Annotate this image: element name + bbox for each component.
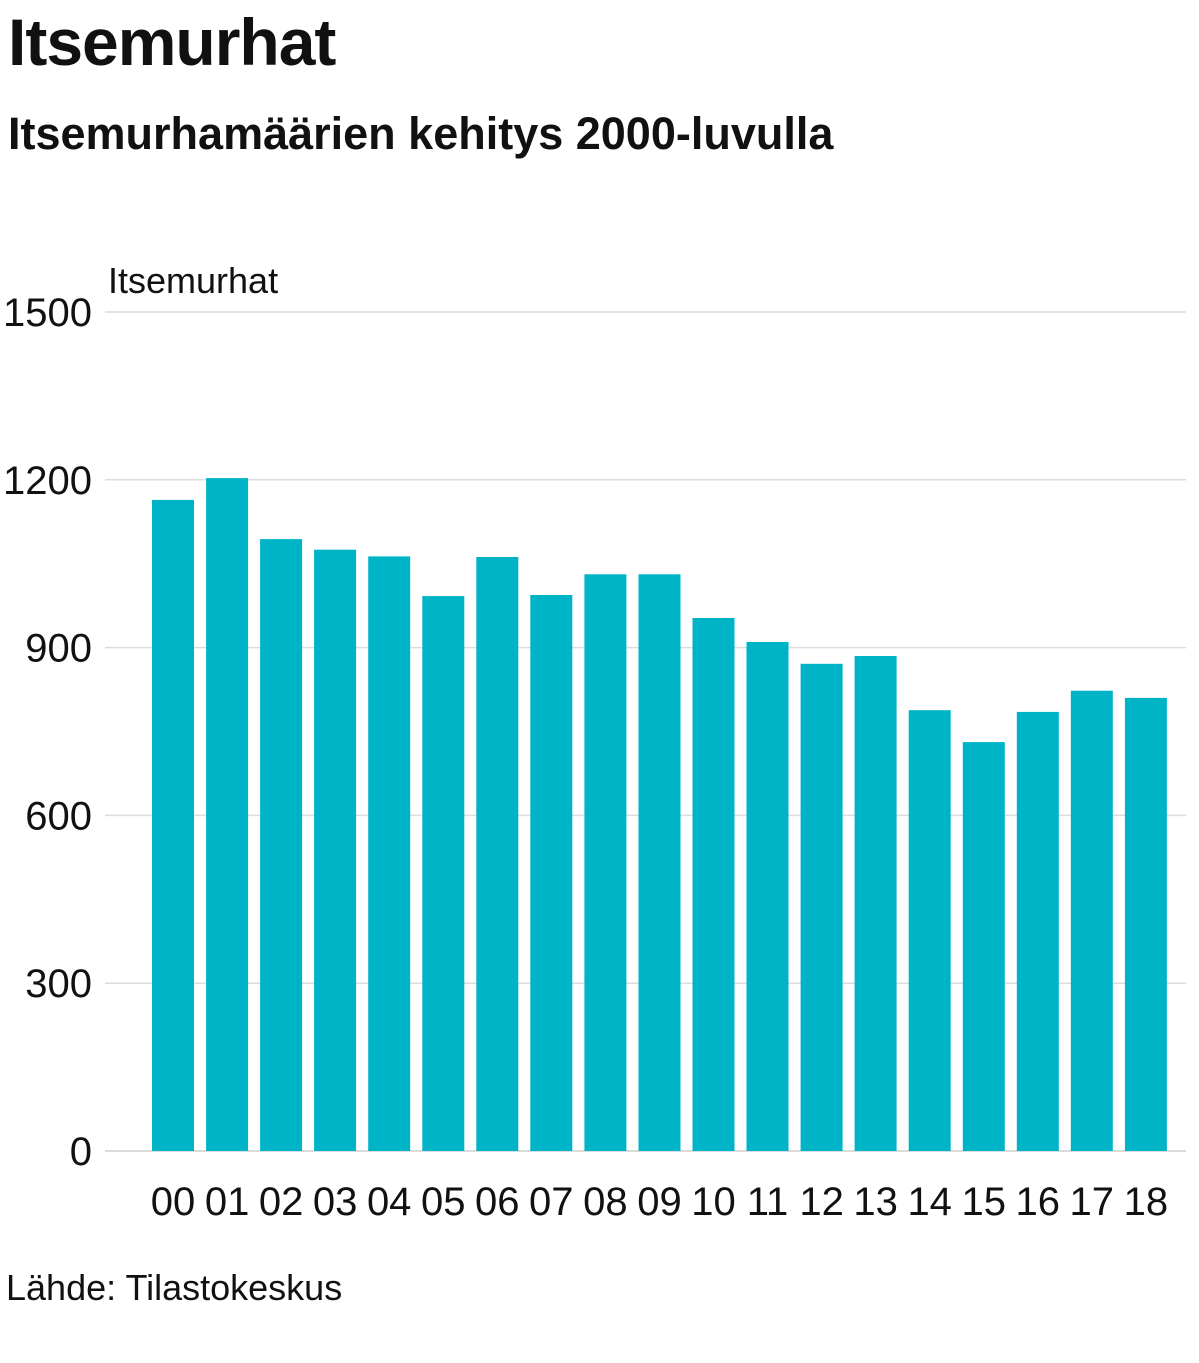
bar-13 bbox=[854, 656, 897, 1151]
x-axis-ticks: 00 01 02 03 04 05 06 07 08 09 10 11 12 13 14 15 16 17 18 bbox=[151, 1180, 1168, 1224]
x-tick-label: 17 bbox=[1070, 1180, 1115, 1224]
bar-17 bbox=[1070, 690, 1113, 1151]
x-tick-label: 13 bbox=[853, 1180, 898, 1224]
y-tick-label: 600 bbox=[25, 794, 92, 838]
x-tick-label: 08 bbox=[583, 1180, 628, 1224]
x-tick-label: 09 bbox=[637, 1180, 682, 1224]
bar-03 bbox=[314, 549, 357, 1151]
x-tick-label: 07 bbox=[529, 1180, 574, 1224]
x-tick-label: 04 bbox=[367, 1180, 412, 1224]
y-axis-ticks: 0 300 600 900 1200 1500 bbox=[3, 291, 92, 1174]
x-tick-label: 14 bbox=[907, 1180, 952, 1224]
bar-01 bbox=[206, 478, 249, 1152]
bar-06 bbox=[476, 557, 519, 1151]
chart-title: Itsemurhat bbox=[8, 5, 336, 79]
x-tick-label: 03 bbox=[313, 1180, 358, 1224]
y-tick-label: 1200 bbox=[3, 459, 92, 503]
bar-15 bbox=[962, 742, 1005, 1151]
bar-14 bbox=[908, 710, 951, 1151]
bar-16 bbox=[1016, 711, 1059, 1151]
x-tick-label: 05 bbox=[421, 1180, 466, 1224]
bar-07 bbox=[530, 595, 573, 1151]
y-axis-label: Itsemurhat bbox=[108, 260, 278, 301]
bars bbox=[152, 478, 1167, 1152]
x-tick-label: 11 bbox=[747, 1180, 789, 1224]
bar-09 bbox=[638, 574, 681, 1151]
x-tick-label: 16 bbox=[1016, 1180, 1061, 1224]
x-tick-label: 12 bbox=[799, 1180, 844, 1224]
x-tick-label: 10 bbox=[691, 1180, 736, 1224]
bar-12 bbox=[800, 663, 843, 1151]
x-tick-label: 02 bbox=[259, 1180, 304, 1224]
y-tick-label: 300 bbox=[25, 962, 92, 1006]
y-tick-label: 1500 bbox=[3, 291, 92, 335]
x-tick-label: 06 bbox=[475, 1180, 520, 1224]
bar-02 bbox=[260, 539, 303, 1151]
y-tick-label: 0 bbox=[70, 1130, 92, 1174]
bar-18 bbox=[1124, 697, 1167, 1151]
bar-05 bbox=[422, 596, 465, 1151]
bar-10 bbox=[692, 618, 735, 1151]
bar-11 bbox=[746, 642, 789, 1151]
chart-subtitle: Itsemurhamäärien kehitys 2000-luvulla bbox=[8, 108, 834, 159]
bar-00 bbox=[152, 499, 194, 1151]
bar-04 bbox=[368, 556, 411, 1151]
source-note: Lähde: Tilastokeskus bbox=[6, 1267, 343, 1308]
bar-08 bbox=[584, 574, 627, 1151]
x-tick-label: 01 bbox=[205, 1180, 250, 1224]
x-tick-label: 18 bbox=[1124, 1180, 1169, 1224]
x-tick-label: 00 bbox=[151, 1180, 196, 1224]
x-tick-label: 15 bbox=[962, 1180, 1007, 1224]
y-tick-label: 900 bbox=[25, 627, 92, 671]
